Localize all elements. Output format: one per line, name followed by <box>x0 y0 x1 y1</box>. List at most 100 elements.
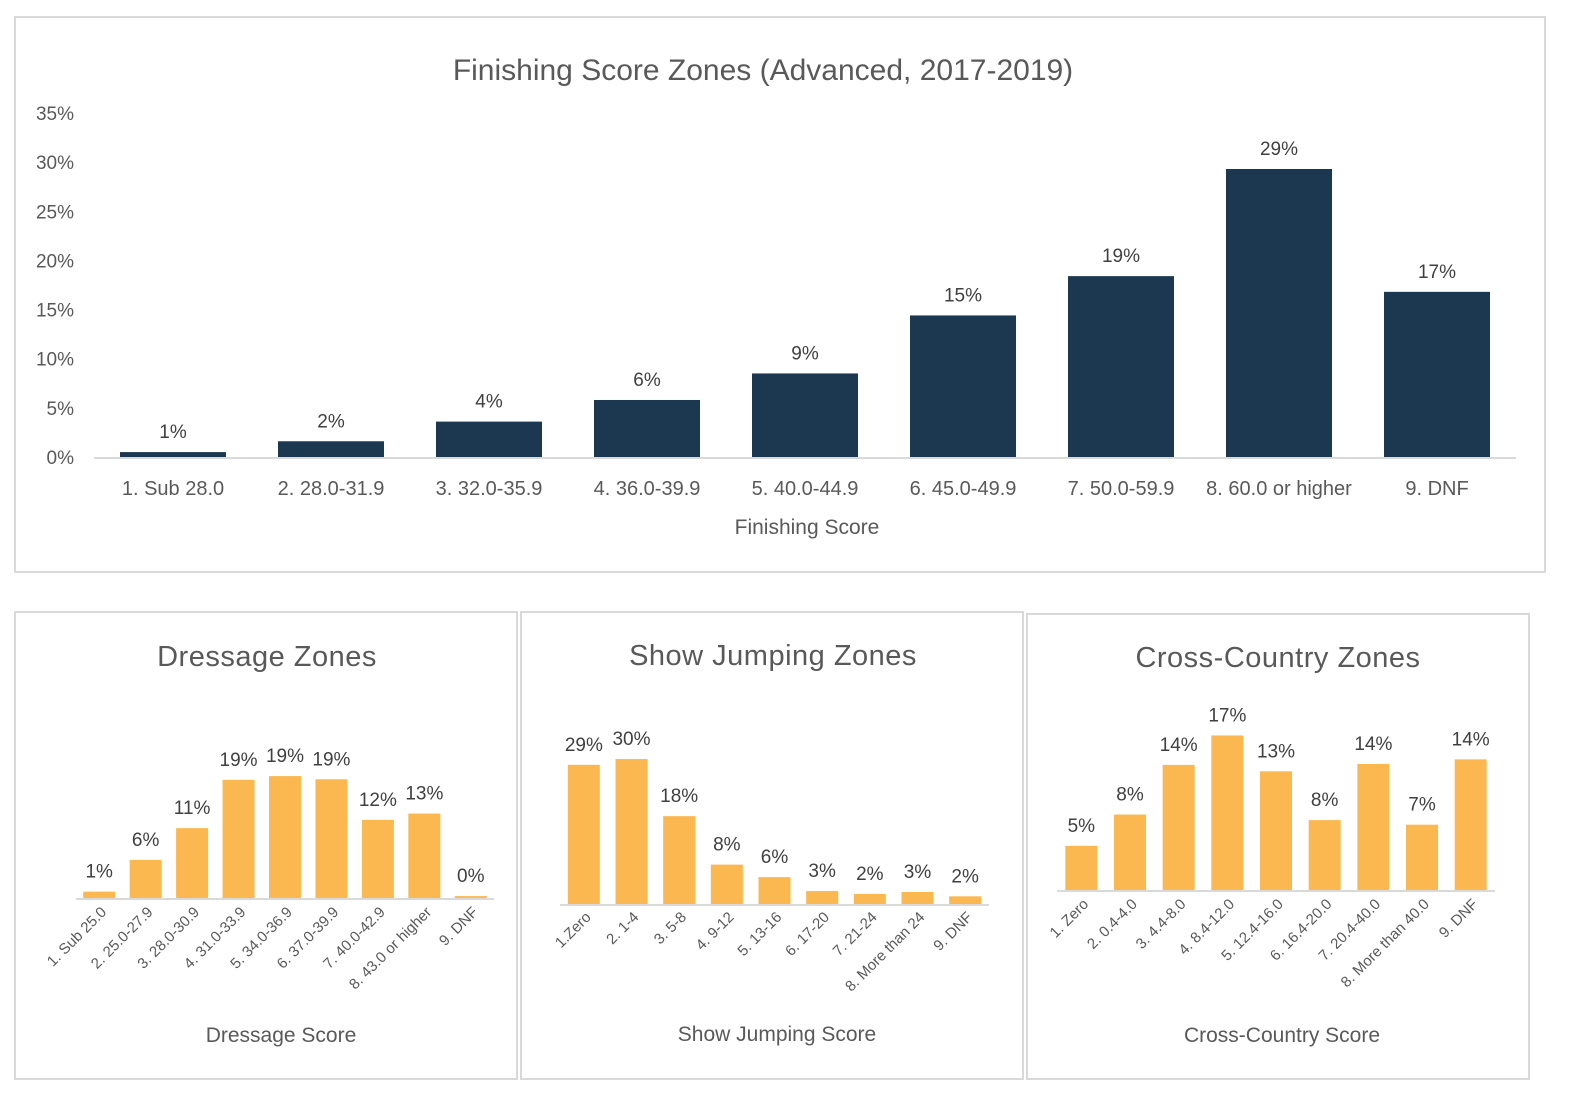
bar-4 <box>1211 735 1244 890</box>
bar-6 <box>315 779 348 898</box>
x-tick-label-1: 1.Zero <box>552 909 595 952</box>
data-label-9: 17% <box>1418 262 1456 283</box>
data-label-5: 9% <box>791 343 819 364</box>
x-axis-tick-labels: 1. Sub 25.02. 25.0-27.93. 28.0-30.94. 31… <box>44 904 482 993</box>
y-tick-label-2: 5% <box>47 399 75 420</box>
data-label-2: 6% <box>132 830 160 851</box>
bar-3 <box>1162 764 1195 890</box>
y-tick-label-3: 10% <box>36 350 74 371</box>
bars <box>567 759 982 904</box>
chart-title: Show Jumping Zones <box>629 640 917 672</box>
bar-9 <box>1384 291 1490 457</box>
bar-5 <box>1260 771 1292 890</box>
dressage-chart: Dressage Zones 1%6%11%19% 19% 19%12% 13%0% … <box>44 641 494 1047</box>
cross-country-chart: Cross-Country Zones 5% 8% 14% 17% 13% 8% 14% 7%… <box>1047 642 1495 1047</box>
data-labels: 1% 6% 11% 19% 19% 19% 12% 13% 0% <box>85 746 484 887</box>
x-tick-label-4: 4. 36.0-39.9 <box>594 478 701 500</box>
data-label-7: 2% <box>856 864 884 885</box>
data-label-2: 30% <box>612 729 650 750</box>
data-label-9: 14% <box>1452 729 1490 750</box>
x-tick-label-9: 9. DNF <box>1436 896 1482 942</box>
bar-2 <box>615 759 648 904</box>
bar-1 <box>83 891 116 898</box>
bar-7 <box>1357 763 1390 890</box>
x-tick-label-9: 9. DNF <box>1405 478 1468 500</box>
data-label-4: 17% <box>1208 705 1246 726</box>
x-axis-title: Show Jumping Score <box>678 1023 876 1046</box>
bars <box>1065 735 1487 890</box>
bar-4 <box>594 399 700 457</box>
data-label-5: 13% <box>1257 741 1295 762</box>
x-tick-label-9: 9. DNF <box>436 904 482 950</box>
data-label-2: 2% <box>317 411 345 432</box>
finishing-score-chart-panel: Finishing Score Zones (Advanced, 2017-20… <box>14 16 1546 573</box>
data-label-7: 14% <box>1354 734 1392 755</box>
bar-8 <box>1406 824 1438 890</box>
bar-8 <box>901 892 934 904</box>
bar-7 <box>853 893 886 904</box>
chart-title: Dressage Zones <box>157 641 377 673</box>
y-tick-label-4: 15% <box>36 301 74 322</box>
bars <box>120 168 1490 457</box>
y-tick-label-6: 25% <box>36 202 74 223</box>
bar-2 <box>1114 814 1146 890</box>
data-label-1: 29% <box>565 735 603 756</box>
bar-2 <box>129 859 162 898</box>
y-tick-label-7: 30% <box>36 153 74 174</box>
x-tick-label-6: 6. 45.0-49.9 <box>910 478 1017 500</box>
x-tick-label-5: 5. 13-16 <box>734 909 785 960</box>
data-label-3: 4% <box>475 392 503 413</box>
finishing-score-chart: Finishing Score Zones (Advanced, 2017-20… <box>36 54 1516 539</box>
data-label-1: 1% <box>159 422 187 443</box>
data-label-3: 11% <box>174 798 211 819</box>
bar-1 <box>1065 845 1098 890</box>
x-axis-title: Dressage Score <box>206 1024 357 1047</box>
x-tick-label-5: 5. 40.0-44.9 <box>752 478 859 500</box>
dressage-chart-panel: Dressage Zones 1% 6% 11% 19% 19% 19% 12% 13% 0% … <box>14 611 518 1080</box>
data-label-8: 13% <box>405 784 443 805</box>
data-label-9: 0% <box>457 866 485 887</box>
data-label-7: 19% <box>1102 246 1140 267</box>
data-label-8: 3% <box>904 862 932 883</box>
bar-5 <box>752 373 858 457</box>
bar-8 <box>408 813 441 898</box>
data-label-6: 3% <box>808 861 836 882</box>
bar-4 <box>710 864 743 904</box>
bar-9 <box>454 896 487 898</box>
bar-3 <box>176 828 209 898</box>
x-tick-label-3: 3. 5-8 <box>651 909 690 948</box>
data-label-1: 1% <box>85 862 113 883</box>
show-jumping-chart: Show Jumping Zones 29% 30% 18% 8% 6% 3% 2% 3% 2%… <box>552 640 989 1046</box>
data-label-2: 8% <box>1116 785 1144 806</box>
cross-country-chart-panel: Cross-Country Zones 5% 8% 14% 17% 13% 8% 14% 7%… <box>1026 613 1530 1080</box>
x-tick-label-2: 2. 28.0-31.9 <box>278 478 385 500</box>
chart-title: Cross-Country Zones <box>1135 642 1420 674</box>
data-label-3: 14% <box>1160 735 1198 756</box>
bars <box>83 776 487 898</box>
data-label-7: 12% <box>359 790 397 811</box>
x-axis-title: Cross-Country Score <box>1184 1024 1380 1047</box>
data-label-6: 19% <box>312 749 350 770</box>
y-tick-label-5: 20% <box>36 251 74 272</box>
x-tick-label-2: 2. 1-4 <box>603 909 642 948</box>
bar-5 <box>758 877 791 904</box>
x-tick-label-6: 6. 17-20 <box>782 909 833 960</box>
data-labels: 1% 2% 4% 6% 9% 15% 19% 29% 17% <box>159 139 1456 443</box>
bar-4 <box>222 779 255 898</box>
x-tick-label-8: 8. More than 40.0 <box>1338 896 1433 991</box>
data-label-8: 7% <box>1408 795 1436 816</box>
bar-6 <box>806 891 839 904</box>
data-label-6: 15% <box>944 285 982 306</box>
x-tick-label-8: 8. 60.0 or higher <box>1206 478 1352 500</box>
data-labels: 5% 8% 14% 17% 13% 8% 14% 7% 14% <box>1068 705 1490 836</box>
y-tick-label-1: 0% <box>47 448 75 469</box>
bar-9 <box>949 896 982 904</box>
x-tick-label-7: 7. 50.0-59.9 <box>1068 478 1175 500</box>
chart-title: Finishing Score Zones (Advanced, 2017-20… <box>453 54 1073 87</box>
bar-3 <box>663 816 696 904</box>
x-axis-title: Finishing Score <box>735 516 880 539</box>
x-tick-label-1: 1. Zero <box>1047 896 1093 942</box>
data-label-5: 19% <box>266 746 304 767</box>
y-axis-ticks: 0% 5% 10% 15% 20% 25% 30% 35% <box>36 104 74 469</box>
